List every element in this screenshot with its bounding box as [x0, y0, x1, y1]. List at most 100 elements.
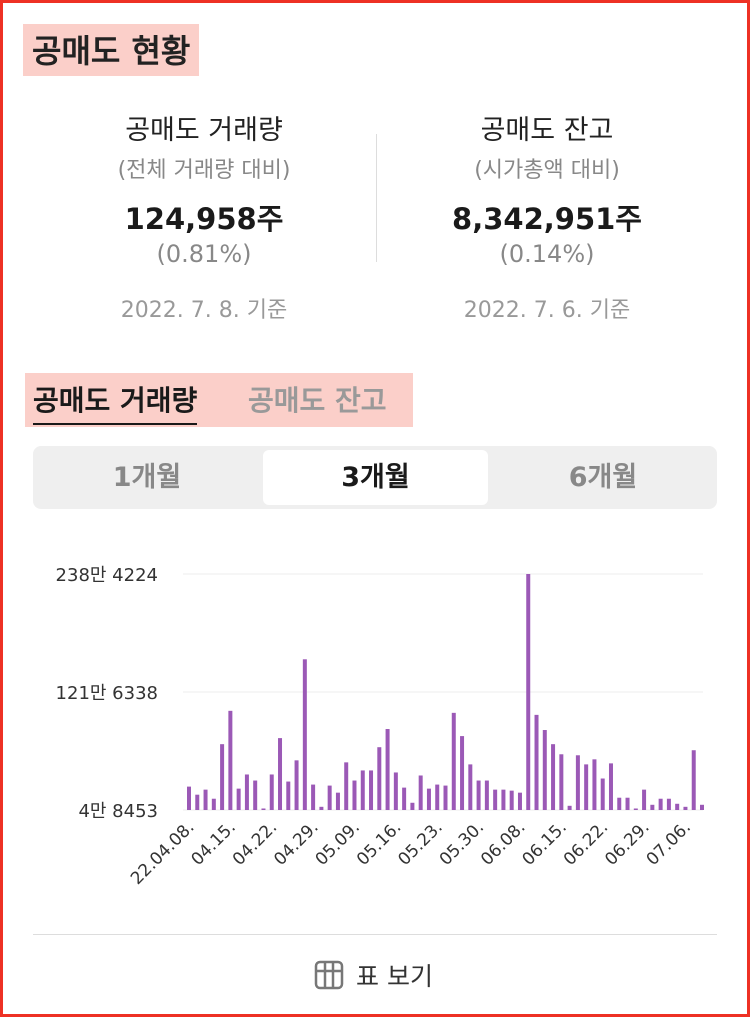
- short-volume-pct: (0.81%): [156, 240, 252, 268]
- short-volume-date: 2022. 7. 8. 기준: [120, 298, 288, 323]
- chart-bar[interactable]: [542, 730, 547, 810]
- period-6m-button[interactable]: 6개월: [568, 462, 638, 493]
- x-tick-label: 22.04.08.: [127, 817, 198, 888]
- chart-bar[interactable]: [484, 780, 489, 810]
- chart-bar[interactable]: [584, 764, 589, 810]
- x-tick-label: 04.15.: [188, 817, 240, 869]
- period-selector: 1개월 3개월 6개월: [33, 446, 717, 509]
- chart-bar[interactable]: [286, 781, 291, 810]
- x-tick-label: 06.29.: [601, 817, 653, 869]
- chart-bar[interactable]: [675, 803, 680, 810]
- chart-bar[interactable]: [559, 754, 564, 810]
- chart-bar[interactable]: [592, 759, 597, 810]
- x-tick-label: 04.22.: [229, 817, 281, 869]
- chart-bar[interactable]: [393, 772, 398, 810]
- chart-bar[interactable]: [410, 802, 415, 810]
- short-volume-value: 124,958주: [124, 202, 284, 236]
- chart-bar[interactable]: [195, 794, 200, 810]
- period-3m-button[interactable]: 3개월: [263, 450, 488, 505]
- chart-bar[interactable]: [551, 744, 556, 810]
- chart-bar[interactable]: [228, 710, 233, 810]
- chart-bar[interactable]: [261, 808, 266, 811]
- chart-bar[interactable]: [633, 808, 638, 811]
- chart-bar[interactable]: [385, 729, 390, 810]
- chart-bar[interactable]: [377, 747, 382, 810]
- chart-bar[interactable]: [575, 755, 580, 810]
- chart-bar[interactable]: [294, 760, 299, 810]
- y-tick-label: 4만 8453: [78, 801, 158, 822]
- chart-bar[interactable]: [683, 806, 688, 810]
- page-title: 공매도 현황: [32, 32, 191, 70]
- chart-bar[interactable]: [460, 736, 465, 810]
- chart-bar[interactable]: [443, 785, 448, 810]
- chart-bar[interactable]: [319, 806, 324, 810]
- chart-bar[interactable]: [327, 785, 332, 810]
- y-tick-label: 121만 6338: [56, 683, 158, 704]
- chart-bar[interactable]: [211, 798, 216, 810]
- tab-short-volume[interactable]: 공매도 거래량: [33, 379, 198, 425]
- table-view-button[interactable]: 표 보기: [314, 955, 433, 995]
- chart-bar[interactable]: [642, 789, 647, 810]
- chart-bar[interactable]: [534, 714, 539, 810]
- chart-bar[interactable]: [451, 712, 456, 810]
- table-view-label: 표 보기: [356, 962, 433, 991]
- x-tick-label: 05.09.: [312, 817, 364, 869]
- chart-bar[interactable]: [236, 788, 241, 810]
- bottom-divider: [33, 934, 717, 935]
- x-tick-label: 04.29.: [270, 817, 322, 869]
- y-tick-label: 238만 4224: [56, 565, 158, 586]
- short-balance-value: 8,342,951주: [452, 202, 642, 236]
- chart-bar[interactable]: [203, 789, 208, 810]
- chart-bar[interactable]: [402, 787, 407, 810]
- short-balance-stat: 공매도 잔고 (시가총액 대비) 8,342,951주 (0.14%) 2022…: [387, 108, 707, 324]
- chart-bar[interactable]: [526, 574, 531, 810]
- chart-bar[interactable]: [352, 780, 357, 810]
- chart-bar[interactable]: [335, 792, 340, 810]
- chart-bar[interactable]: [269, 774, 274, 810]
- x-tick-label: 06.15.: [518, 817, 570, 869]
- chart-bar[interactable]: [360, 770, 365, 810]
- chart-bar[interactable]: [278, 738, 283, 810]
- chart-bar[interactable]: [625, 797, 630, 810]
- tab-short-balance[interactable]: 공매도 잔고: [248, 384, 387, 417]
- chart-bar[interactable]: [517, 792, 522, 810]
- chart-bar[interactable]: [658, 798, 663, 810]
- chart-bar[interactable]: [468, 764, 473, 810]
- stats-panel: 공매도 거래량 (전체 거래량 대비) 124,958주 (0.81%) 202…: [0, 108, 750, 348]
- chart-bar[interactable]: [509, 790, 514, 810]
- chart-bar[interactable]: [244, 774, 249, 810]
- chart-bar[interactable]: [187, 786, 191, 810]
- chart-bar[interactable]: [493, 789, 498, 810]
- chart-bar[interactable]: [608, 763, 613, 810]
- chart-bar[interactable]: [435, 784, 440, 810]
- chart-bar[interactable]: [567, 805, 572, 810]
- short-volume-stat: 공매도 거래량 (전체 거래량 대비) 124,958주 (0.81%) 202…: [44, 108, 364, 324]
- x-tick-label: 05.16.: [353, 817, 405, 869]
- chart-bar[interactable]: [253, 780, 258, 810]
- chart-bar[interactable]: [220, 744, 225, 810]
- chart-bar[interactable]: [344, 762, 349, 810]
- tabs-highlight: 공매도 거래량 공매도 잔고: [25, 373, 413, 427]
- short-volume-chart: 238만 4224 121만 6338 4만 845322.04.08.04.15.…: [56, 565, 704, 889]
- chart-bar[interactable]: [650, 804, 655, 810]
- x-tick-label: 05.30.: [436, 817, 488, 869]
- period-1m-button[interactable]: 1개월: [112, 462, 182, 493]
- short-balance-sub: (시가총액 대비): [474, 158, 620, 183]
- x-tick-label: 05.23.: [394, 817, 446, 869]
- chart-bar[interactable]: [691, 750, 696, 810]
- chart-bar[interactable]: [501, 789, 506, 810]
- chart-bar[interactable]: [700, 804, 704, 810]
- chart-bar[interactable]: [617, 797, 622, 810]
- x-tick-label: 06.22.: [560, 817, 612, 869]
- chart-bar[interactable]: [600, 778, 605, 810]
- chart-bar[interactable]: [369, 770, 374, 810]
- chart-bar[interactable]: [426, 788, 431, 810]
- chart-bar[interactable]: [311, 784, 316, 810]
- chart-bar[interactable]: [476, 780, 481, 810]
- x-tick-label: 06.08.: [477, 817, 529, 869]
- chart-bar[interactable]: [302, 659, 307, 810]
- chart-bar[interactable]: [666, 798, 671, 810]
- short-volume-label: 공매도 거래량: [125, 115, 283, 146]
- chart-bar[interactable]: [418, 775, 423, 810]
- x-tick-label: 07.06.: [643, 817, 695, 869]
